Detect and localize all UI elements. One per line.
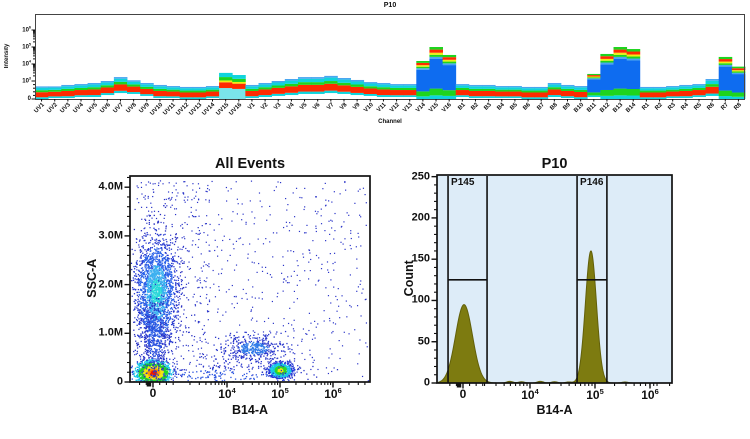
tick-label: 104 [218, 386, 236, 401]
tick-label: 200 [411, 211, 430, 224]
tick-label: 3.0M [98, 229, 123, 242]
tick-label: 104 [521, 387, 539, 402]
tick-label: 0 [27, 96, 31, 102]
tick-label: 0 [149, 386, 157, 400]
tick-label: 0 [116, 375, 123, 388]
all-events-x-axis-label: B14-A [231, 403, 269, 417]
spectral-title: P10 [383, 2, 397, 9]
tick-label: 104 [22, 59, 31, 68]
tick-label: 250 [411, 170, 430, 183]
tick-label: 103 [22, 76, 31, 85]
spectral-y-axis-label: Intensity [4, 43, 10, 69]
p10-histogram-x-axis-label: B14-A [536, 403, 573, 417]
spectral-x-axis-label: Channel [378, 119, 402, 125]
tick-label: 100 [411, 293, 430, 306]
tick-label: 0 [423, 376, 430, 389]
tick-label: 105 [586, 387, 604, 402]
all-events-title: All Events [214, 156, 286, 172]
tick-label: 1.0M [98, 326, 123, 339]
p10-histogram-plot-area[interactable] [437, 175, 672, 383]
tick-label: 106 [324, 386, 342, 401]
tick-label: 50 [417, 335, 430, 348]
all-events-plot-area[interactable] [130, 176, 370, 382]
tick-label: 106 [641, 387, 659, 402]
p10-histogram-title: P10 [541, 156, 568, 172]
tick-label: 0 [459, 387, 467, 401]
tick-label: 2.0M [98, 278, 123, 291]
tick-label: 106 [22, 25, 31, 34]
all-events-y-axis-label: SSC-A [84, 258, 99, 298]
tick-label: 150 [411, 252, 430, 265]
tick-label: 4.0M [98, 180, 123, 193]
gate-label-p145[interactable]: P145 [451, 177, 475, 188]
gate-label-p146[interactable]: P146 [580, 177, 604, 188]
tick-label: 105 [271, 386, 289, 401]
spectral-plot-area[interactable] [35, 14, 745, 99]
tick-label: 105 [22, 42, 31, 51]
